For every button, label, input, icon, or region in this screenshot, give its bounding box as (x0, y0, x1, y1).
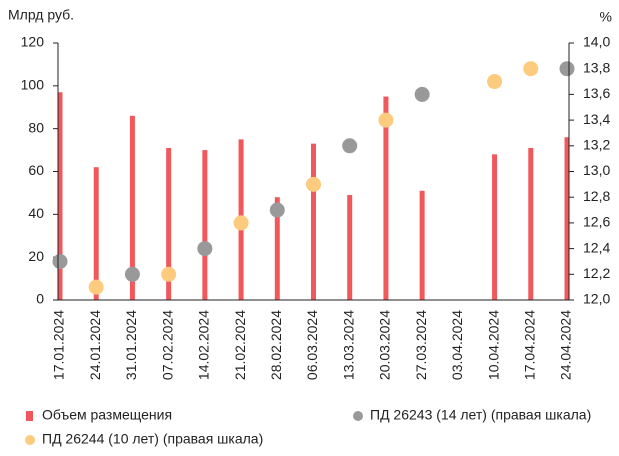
point (378, 112, 394, 128)
bar (166, 147, 172, 300)
y2-tick-label: 12,8 (583, 188, 610, 204)
x-tick-label: 03.04.2024 (449, 310, 465, 380)
bar (202, 150, 208, 300)
y-tick-label: 0 (36, 291, 44, 307)
y2-tick-label: 13,2 (583, 137, 610, 153)
legend-swatch (353, 411, 363, 421)
bar (528, 147, 534, 300)
y-axis-label: Млрд руб. (8, 7, 74, 23)
x-tick-label: 24.01.2024 (87, 310, 103, 380)
y-tick-label: 20 (28, 248, 44, 264)
y2-tick-label: 13,4 (583, 111, 610, 127)
y2-tick-label: 14,0 (583, 34, 610, 50)
point (269, 202, 285, 218)
point (88, 279, 104, 295)
x-tick-label: 17.01.2024 (51, 310, 67, 380)
point (233, 215, 249, 231)
y2-tick-label: 12,6 (583, 214, 610, 230)
x-tick-label: 24.04.2024 (558, 310, 574, 380)
y2-tick-label: 12,4 (583, 239, 610, 255)
bar (492, 154, 498, 300)
bar (383, 96, 389, 301)
x-tick-label: 27.03.2024 (413, 310, 429, 380)
y2-tick-label: 13,6 (583, 85, 610, 101)
y2-axis-label: % (600, 9, 612, 25)
point (197, 241, 213, 257)
point (559, 61, 575, 77)
x-tick-label: 06.03.2024 (304, 310, 320, 380)
x-tick-label: 21.02.2024 (232, 310, 248, 380)
y-tick-label: 100 (21, 77, 45, 93)
legend-swatch (26, 411, 33, 421)
bar (274, 197, 280, 300)
bar (129, 115, 135, 300)
y-tick-label: 40 (28, 205, 44, 221)
x-tick-label: 17.04.2024 (521, 310, 537, 380)
point (487, 74, 503, 90)
x-tick-label: 31.01.2024 (123, 310, 139, 380)
y2-tick-label: 12,0 (583, 291, 610, 307)
x-tick-label: 20.03.2024 (377, 310, 393, 380)
legend-label: Объем размещения (42, 407, 172, 423)
y2-tick-label: 13,8 (583, 59, 610, 75)
bar (419, 190, 425, 300)
y-tick-label: 120 (21, 34, 45, 50)
point (124, 266, 140, 282)
y2-tick-label: 12,2 (583, 265, 610, 281)
y2-tick-label: 13,0 (583, 162, 610, 178)
x-tick-label: 07.02.2024 (159, 310, 175, 380)
legend-label: ПД 26244 (10 лет) (правая шкала) (42, 431, 263, 447)
bar (347, 195, 353, 300)
x-tick-label: 13.03.2024 (340, 310, 356, 380)
bar (57, 92, 63, 300)
bar (564, 137, 570, 300)
x-tick-label: 14.02.2024 (196, 310, 212, 380)
y-tick-label: 80 (28, 119, 44, 135)
x-tick-label: 28.02.2024 (268, 310, 284, 380)
point (342, 138, 358, 154)
bar (311, 143, 316, 300)
bar (93, 167, 99, 300)
y-tick-label: 60 (28, 162, 44, 178)
point (414, 86, 430, 102)
point (52, 253, 68, 269)
legend-label: ПД 26243 (14 лет) (правая шкала) (370, 407, 591, 423)
point (161, 266, 177, 282)
legend-swatch (25, 435, 35, 445)
point (523, 61, 539, 77)
point (306, 176, 321, 192)
x-tick-label: 10.04.2024 (485, 310, 501, 380)
